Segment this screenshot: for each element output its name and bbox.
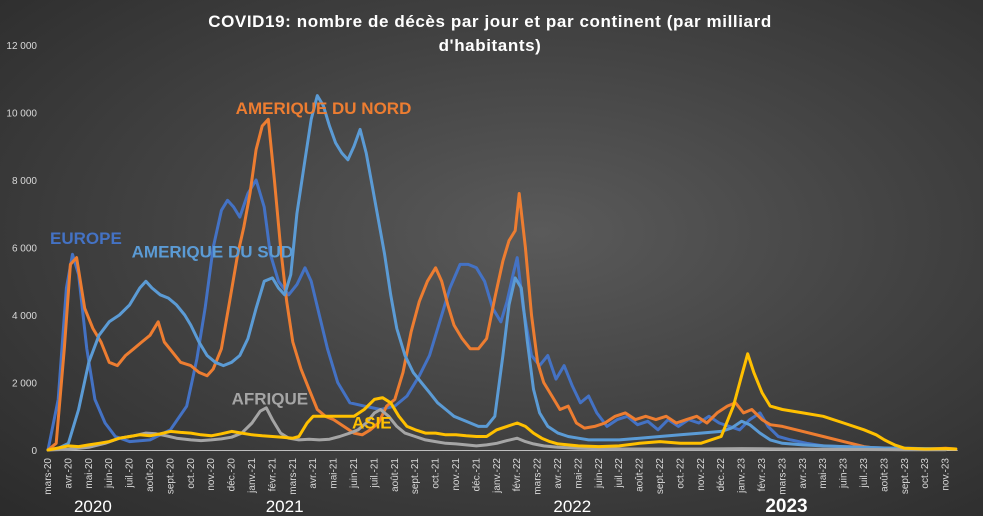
x-tick-label: juin-21 (349, 458, 360, 489)
x-tick-label: mars-23 (777, 458, 788, 495)
x-tick-label: nov.-20 (206, 458, 217, 491)
x-tick-label: févr.-22 (512, 458, 523, 492)
x-tick-label: sept.-22 (655, 458, 666, 495)
year-label: 2022 (553, 497, 591, 516)
x-tick-label: juin-22 (594, 458, 605, 489)
series-label-afrique: AFRIQUE (232, 389, 309, 408)
x-tick-label: juin-20 (104, 458, 115, 489)
x-tick-label: avr.-21 (308, 458, 319, 489)
x-tick-label: janv.-22 (492, 458, 503, 494)
x-tick-label: nov.-21 (451, 458, 462, 491)
x-tick-label: juil.-21 (369, 458, 380, 489)
x-tick-label: juil.-23 (859, 458, 870, 489)
x-tick-label: juin-23 (839, 458, 850, 489)
x-tick-label: janv.-23 (737, 458, 748, 494)
x-tick-label: août-21 (390, 458, 401, 492)
x-tick-label: avr.-20 (63, 458, 74, 489)
x-tick-label: avr.-22 (553, 458, 564, 489)
x-tick-label: oct.-22 (675, 458, 686, 489)
x-tick-label: févr.-23 (757, 458, 768, 492)
x-tick-label: sept.-20 (165, 458, 176, 495)
series-label-amerique-du-sud: AMERIQUE DU SUD (132, 243, 294, 262)
x-tick-label: oct.-20 (186, 458, 197, 489)
year-label: 2023 (765, 496, 807, 516)
chart-title: COVID19: nombre de décès par jour et par… (208, 12, 772, 55)
x-tick-label: sept.-21 (410, 458, 421, 495)
x-tick-label: déc.-22 (716, 458, 727, 492)
y-tick-label: 12 000 (6, 41, 37, 52)
y-tick-label: 8 000 (12, 176, 37, 187)
year-label: 2020 (74, 497, 112, 516)
x-tick-label: oct.-21 (431, 458, 442, 489)
x-tick-label: déc.-21 (471, 458, 482, 492)
series-line-afrique (46, 406, 948, 452)
series-line-amerique-du-nord (46, 117, 958, 452)
series-label-asie: ASIE (352, 414, 392, 433)
x-tick-label: janv.-21 (247, 458, 258, 494)
x-tick-label: déc.-20 (227, 458, 238, 492)
x-tick-label: août-23 (879, 458, 890, 492)
y-tick-label: 6 000 (12, 244, 37, 255)
y-tick-label: 2 000 (12, 379, 37, 390)
x-tick-label: oct.-23 (920, 458, 931, 489)
x-tick-label: mars-21 (288, 458, 299, 495)
x-tick-label: mars-20 (43, 458, 54, 495)
x-tick-label: mai-23 (818, 458, 829, 489)
x-tick-label: mai-22 (573, 458, 584, 489)
x-tick-label: mars-22 (533, 458, 544, 495)
series-label-amerique-du-nord: AMERIQUE DU NORD (236, 99, 412, 118)
y-tick-label: 10 000 (6, 109, 37, 120)
x-tick-label: nov.-22 (696, 458, 707, 491)
y-tick-label: 4 000 (12, 311, 37, 322)
x-tick-label: mai-21 (329, 458, 340, 489)
x-tick-label: févr.-21 (267, 458, 278, 492)
x-tick-label: nov.-23 (941, 458, 952, 491)
x-tick-label: sept.-23 (900, 458, 911, 495)
x-tick-label: juil.-20 (125, 458, 136, 489)
series-line-asie (46, 352, 958, 452)
x-tick-label: août-20 (145, 458, 156, 492)
year-label: 2021 (266, 497, 304, 516)
y-tick-label: 0 (31, 446, 37, 457)
x-tick-label: avr.-23 (798, 458, 809, 489)
x-tick-label: août-22 (635, 458, 646, 492)
x-tick-label: juil.-22 (614, 458, 625, 489)
series-line-amerique-du-sud (46, 94, 948, 452)
x-tick-label: mai-20 (84, 458, 95, 489)
series-label-europe: EUROPE (50, 229, 122, 248)
